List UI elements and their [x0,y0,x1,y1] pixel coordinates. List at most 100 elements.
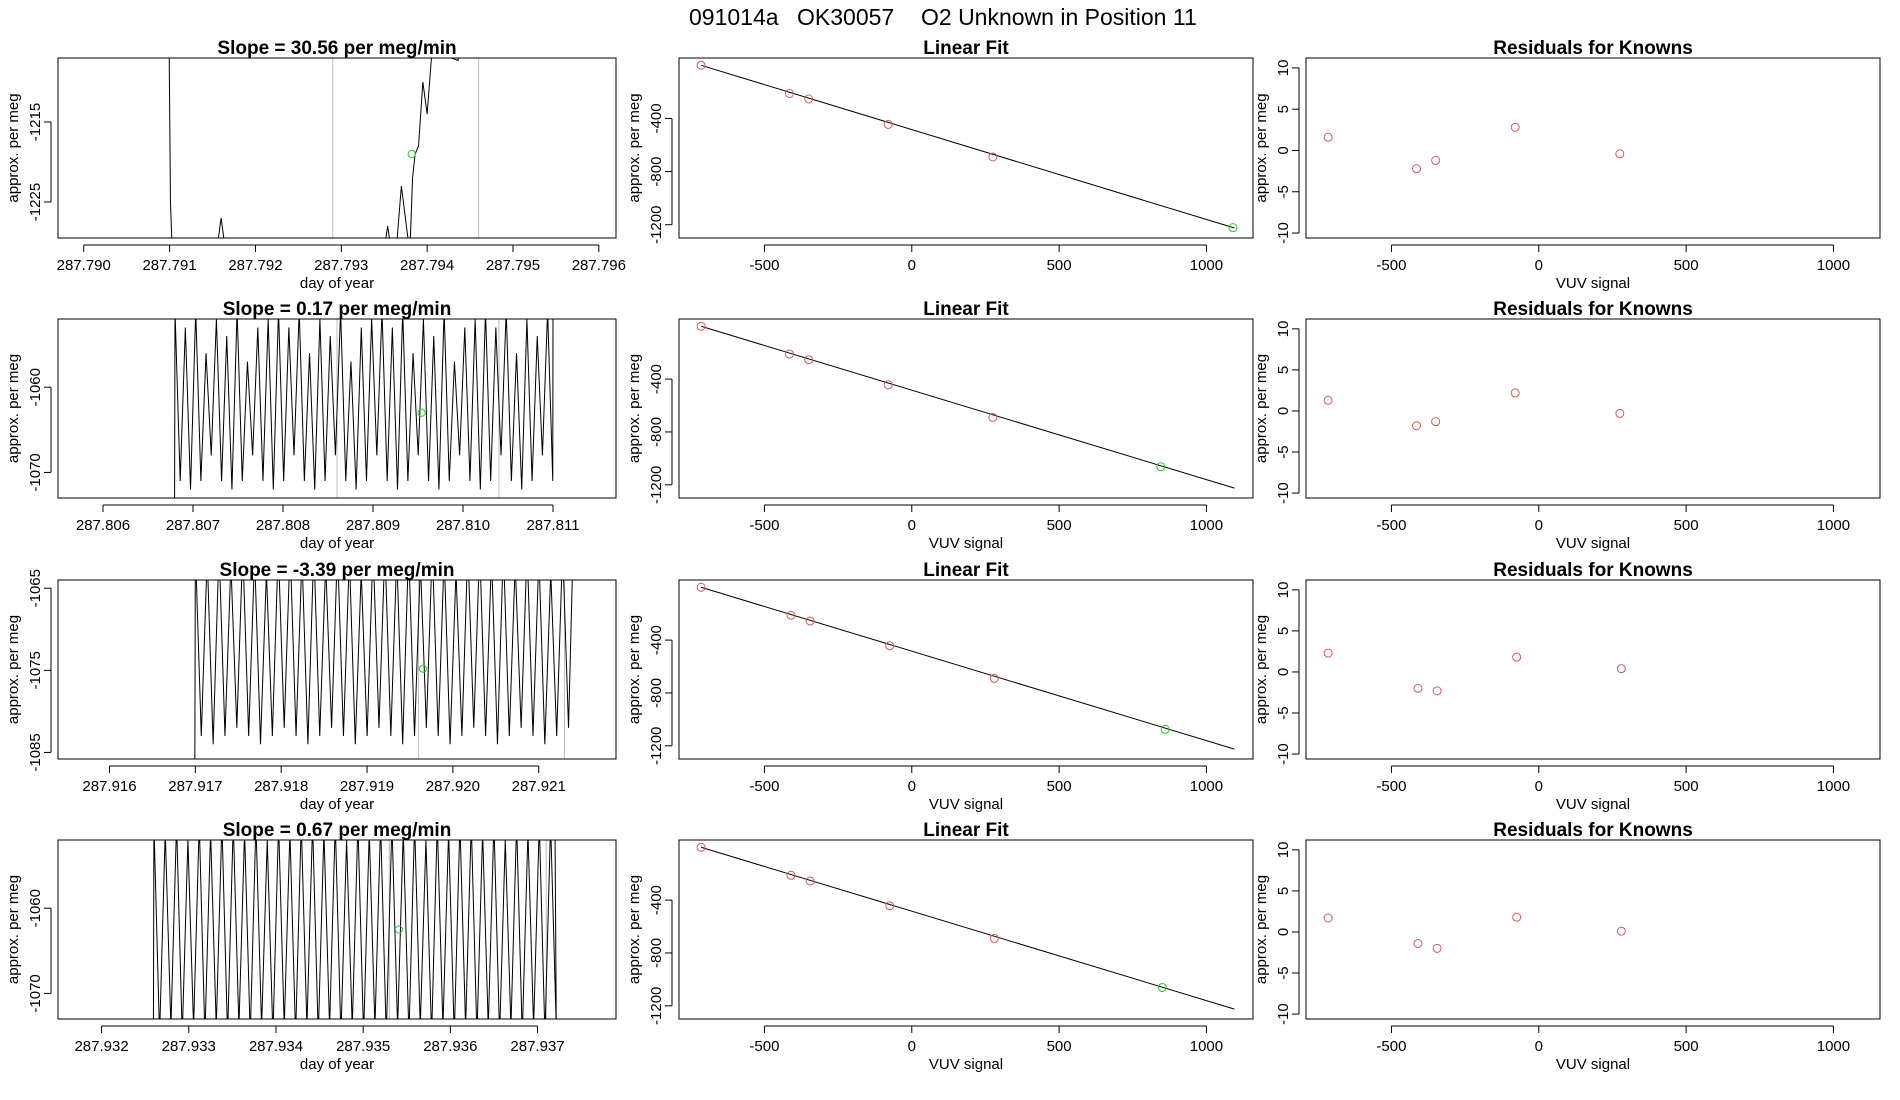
unknown-point [407,149,416,159]
known-point-1 [1323,395,1333,405]
slope-value: -3.39 [293,560,336,581]
panel-title: Residuals for Knowns [1493,820,1693,841]
x-axis: 287.790 287.791 287.792 287.793 287.794 287.7… [57,244,626,274]
panel-title: Slope = 0.67 per meg/min [223,820,452,841]
y-tick-label: -5 [1275,185,1292,198]
y-tick-label: 5 [1275,887,1292,895]
x-tick-label: 0 [1535,257,1543,274]
plot-frame [1305,839,1881,1020]
x-tick-label: 1000 [1190,257,1223,274]
y-tick-label: -1070 [27,974,44,1012]
known-point-4 [1512,912,1522,922]
x-axis: 287.932 287.933 287.934 287.935 287.936 287.9… [74,1025,565,1055]
slope-value: 0.17 [296,299,333,320]
y-tick-label: -400 [648,103,665,133]
plot-frame [1305,579,1881,760]
x-tick-label: 287.794 [400,257,454,274]
x-axis: -500 0 500 1000 [1376,765,1850,795]
panel-title: Slope = 30.56 per meg/min [217,38,456,59]
x-tick-label: -500 [749,778,779,795]
fit-line [700,325,1235,489]
plot-area [194,580,573,759]
x-axis-label: VUV signal [1556,1056,1630,1073]
x-tick-label: 287.811 [526,517,579,534]
x-tick-label: 0 [908,257,916,274]
y-axis: 10 5 0 -5 -10 [1275,321,1300,504]
signal-trace [174,319,554,498]
x-tick-label: 287.932 [74,1038,128,1055]
x-tick-label: 0 [1535,778,1543,795]
x-axis: 287.806 287.807 287.808 287.809 287.810 287.8… [76,504,580,534]
x-tick-label: 287.916 [82,778,136,795]
y-tick-label: -800 [648,678,665,708]
plot-area [696,60,1238,233]
y-axis-label: approx. per meg [1253,615,1270,724]
y-axis-label: approx. per meg [626,354,643,463]
x-tick-label: 287.792 [228,257,282,274]
x-tick-label: 1000 [1817,517,1850,534]
y-axis-label: approx. per meg [5,354,22,463]
plot-frame [678,318,1254,499]
plot-frame [57,57,617,239]
y-tick-label: -1200 [648,727,665,765]
x-tick-label: 287.917 [168,778,222,795]
plot-frame [678,57,1254,239]
fit-line [700,64,1235,229]
title-prefix: Slope = [223,299,296,320]
known-point-3 [805,876,815,886]
x-tick-label: 287.934 [249,1038,303,1055]
known-point-2 [784,349,794,359]
x-tick-label: 1000 [1190,1038,1223,1055]
x-tick-label: 287.807 [166,517,220,534]
x-axis-label: VUV signal [1556,535,1630,552]
y-tick-label: -1070 [27,453,44,491]
x-axis: -500 0 500 1000 [1376,244,1850,274]
y-tick-label: 10 [1275,842,1292,859]
panel-1: Slope = 30.56 per meg/min 287.790 287.791 2… [5,38,626,292]
y-axis-label: approx. per meg [5,875,22,984]
y-axis: -1060 -1070 [27,889,52,1013]
y-axis: -400 -800 -1200 [648,103,673,244]
unknown-point [394,925,404,934]
x-tick-label: 287.810 [436,517,490,534]
y-tick-label: 0 [1275,407,1292,415]
x-tick-label: 1000 [1817,1038,1850,1055]
y-tick-label: 5 [1275,366,1292,374]
y-tick-label: -800 [648,417,665,447]
y-axis-label: approx. per meg [1253,875,1270,984]
plot-frame [678,839,1254,1020]
known-point-2 [784,88,794,98]
x-tick-label: 287.933 [162,1038,216,1055]
x-axis-label: VUV signal [929,1056,1003,1073]
x-axis: -500 0 500 1000 [1376,504,1850,534]
x-tick-label: 0 [1535,1038,1543,1055]
known-point-5 [989,933,999,943]
y-axis-label: approx. per meg [626,615,643,724]
x-tick-label: 287.936 [423,1038,477,1055]
signal-trace [152,840,557,1019]
known-point-4 [1510,388,1520,398]
known-point-3 [1432,686,1442,696]
known-point-3 [804,355,814,365]
title-suffix: per meg/min [336,560,454,581]
y-tick-label: -5 [1275,966,1292,979]
unknown-point [1160,724,1170,734]
known-point-5 [1615,408,1625,418]
x-tick-label: 287.935 [336,1038,390,1055]
y-axis-label: approx. per meg [5,93,22,202]
x-tick-label: 0 [908,1038,916,1055]
x-axis-label: VUV signal [1556,275,1630,292]
x-tick-label: 287.809 [346,517,400,534]
y-tick-label: -1200 [648,987,665,1025]
x-axis: -500 0 500 1000 [749,244,1223,274]
plot-frame [57,318,617,499]
y-tick-label: 10 [1275,60,1292,77]
title-prefix: Slope = [223,820,296,841]
y-tick-label: -400 [648,625,665,655]
x-tick-label: 1000 [1817,257,1850,274]
panel-12: Residuals for Knowns -500 0 500 1000 VUV sign… [1253,820,1881,1073]
y-tick-label: -10 [1275,1003,1292,1025]
title-prefix: Slope = [220,560,293,581]
panel-5: Linear Fit -500 0 500 1000 -400 -800 -1200 appro… [626,38,1254,274]
x-tick-label: 1000 [1190,517,1223,534]
